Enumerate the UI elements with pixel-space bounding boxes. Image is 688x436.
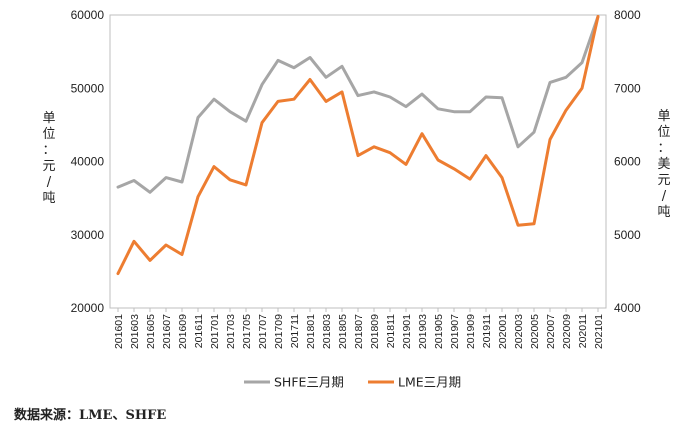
axis-label-char: ：: [42, 143, 55, 158]
x-tick-label: 201601: [113, 314, 125, 349]
x-tick-label: 201709: [273, 314, 285, 349]
x-tick-label: 201901: [401, 314, 413, 349]
axis-label-char: 元: [657, 173, 670, 188]
axis-label-char: 元: [42, 159, 55, 174]
axis-label-char: 美: [657, 157, 670, 172]
x-tick-label: 202009: [561, 314, 573, 349]
left-tick-label: 20000: [71, 301, 105, 315]
left-tick-label: 30000: [71, 228, 105, 242]
x-tick-label: 201609: [177, 314, 189, 349]
x-axis-ticks: 201601 201603 201605 201607 201609 201611 2017…: [113, 308, 605, 349]
axis-label-char: 单: [42, 111, 55, 126]
x-tick-label: 201607: [161, 314, 173, 349]
right-tick-label: 6000: [614, 155, 641, 169]
x-tick-label: 202003: [513, 314, 525, 349]
right-tick-label: 4000: [614, 301, 641, 315]
legend-label: LME三月期: [398, 375, 461, 390]
x-tick-label: 202005: [529, 314, 541, 349]
axis-label-char: 吨: [42, 191, 55, 206]
x-tick-label: 202101: [593, 314, 605, 349]
right-tick-label: 8000: [614, 8, 641, 22]
legend-label: SHFE三月期: [274, 375, 344, 390]
legend: SHFE三月期 LME三月期: [244, 375, 461, 390]
x-tick-label: 201811: [385, 314, 397, 348]
right-axis-label: 单位：美元/吨: [657, 109, 670, 220]
right-tick-label: 5000: [614, 228, 641, 242]
x-tick-label: 201711: [289, 314, 301, 348]
x-tick-label: 201907: [449, 314, 461, 349]
x-tick-label: 201701: [209, 314, 221, 349]
axis-label-char: 位: [657, 125, 670, 140]
plot-frame: [109, 14, 607, 309]
x-tick-label: 201805: [337, 314, 349, 349]
x-tick-label: 201909: [465, 314, 477, 349]
x-tick-label: 202001: [497, 314, 509, 349]
x-tick-label: 201611: [193, 314, 205, 348]
x-tick-label: 201803: [321, 314, 333, 349]
x-tick-label: 202011: [577, 314, 589, 348]
series-line-lme: [116, 15, 600, 276]
x-tick-label: 201707: [257, 314, 269, 349]
x-tick-label: 201905: [433, 314, 445, 349]
left-tick-label: 40000: [71, 155, 105, 169]
x-tick-label: 201903: [417, 314, 429, 349]
right-axis-ticks: 4000 5000 6000 7000 8000: [614, 8, 641, 315]
x-tick-label: 201809: [369, 314, 381, 349]
x-tick-label: 201603: [129, 314, 141, 349]
series-lines: [116, 15, 600, 276]
axis-label-char: 位: [42, 127, 55, 142]
left-tick-label: 60000: [71, 8, 105, 22]
axis-label-char: /: [47, 175, 52, 190]
axis-label-char: 吨: [657, 205, 670, 220]
x-tick-label: 201801: [305, 314, 317, 349]
right-tick-label: 7000: [614, 81, 641, 95]
x-tick-label: 201705: [241, 314, 253, 349]
series-line-shfe: [116, 15, 600, 194]
axis-label-char: ：: [657, 141, 670, 156]
source-note: 数据来源：LME、SHFE: [14, 408, 167, 423]
axis-label-char: /: [662, 189, 667, 204]
left-axis-ticks: 20000 30000 40000 50000 60000: [71, 8, 105, 315]
x-tick-label: 201703: [225, 314, 237, 349]
x-tick-label: 201911: [481, 314, 493, 348]
left-axis-label: 单位：元/吨: [42, 111, 55, 206]
left-tick-label: 50000: [71, 81, 105, 95]
x-tick-label: 201807: [353, 314, 365, 349]
axis-label-char: 单: [657, 109, 670, 124]
x-tick-label: 202007: [545, 314, 557, 349]
x-tick-label: 201605: [145, 314, 157, 349]
